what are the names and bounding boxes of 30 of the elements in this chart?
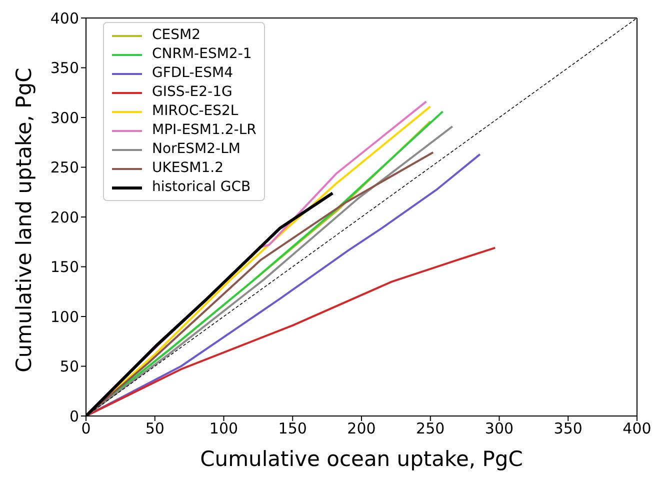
y-tick-label: 300 bbox=[50, 108, 79, 127]
y-tick-label: 0 bbox=[69, 407, 79, 426]
x-tick-label: 350 bbox=[554, 420, 582, 438]
y-tick-label: 200 bbox=[50, 208, 79, 226]
x-tick-label: 250 bbox=[416, 420, 445, 438]
x-tick-label: 300 bbox=[484, 420, 514, 438]
x-tick-label: 400 bbox=[622, 420, 652, 438]
legend-label: MPI-ESM1.2-LR bbox=[152, 121, 256, 140]
y-tick-label: 100 bbox=[50, 308, 79, 326]
y-axis-title: Cumulative land uptake, PgC bbox=[12, 68, 36, 372]
line-series bbox=[86, 246, 496, 416]
y-tick-label: 350 bbox=[50, 59, 79, 78]
legend-label: NorESM2-LM bbox=[152, 140, 240, 159]
x-tick-label: 200 bbox=[347, 420, 376, 438]
legend-label: UKESM1.2 bbox=[152, 159, 224, 178]
y-tick-label: 50 bbox=[60, 358, 79, 376]
x-tick-label: 150 bbox=[278, 420, 307, 438]
x-axis-title: Cumulative ocean uptake, PgC bbox=[200, 447, 523, 471]
legend-label: GFDL-ESM4 bbox=[152, 64, 234, 83]
legend-label: MIROC-ES2L bbox=[152, 102, 238, 121]
y-tick-label: 250 bbox=[50, 158, 79, 177]
legend-label: CESM2 bbox=[152, 26, 200, 45]
y-tick-label: 400 bbox=[50, 9, 79, 28]
legend-label: CNRM-ESM2-1 bbox=[152, 45, 252, 64]
x-tick-label: 50 bbox=[145, 420, 164, 438]
y-tick-label: 150 bbox=[50, 258, 79, 276]
x-tick-label: 100 bbox=[209, 420, 238, 438]
x-tick-label: 0 bbox=[81, 420, 91, 438]
legend-label: GISS-E2-1G bbox=[152, 83, 232, 102]
legend-label: historical GCB bbox=[152, 178, 251, 197]
